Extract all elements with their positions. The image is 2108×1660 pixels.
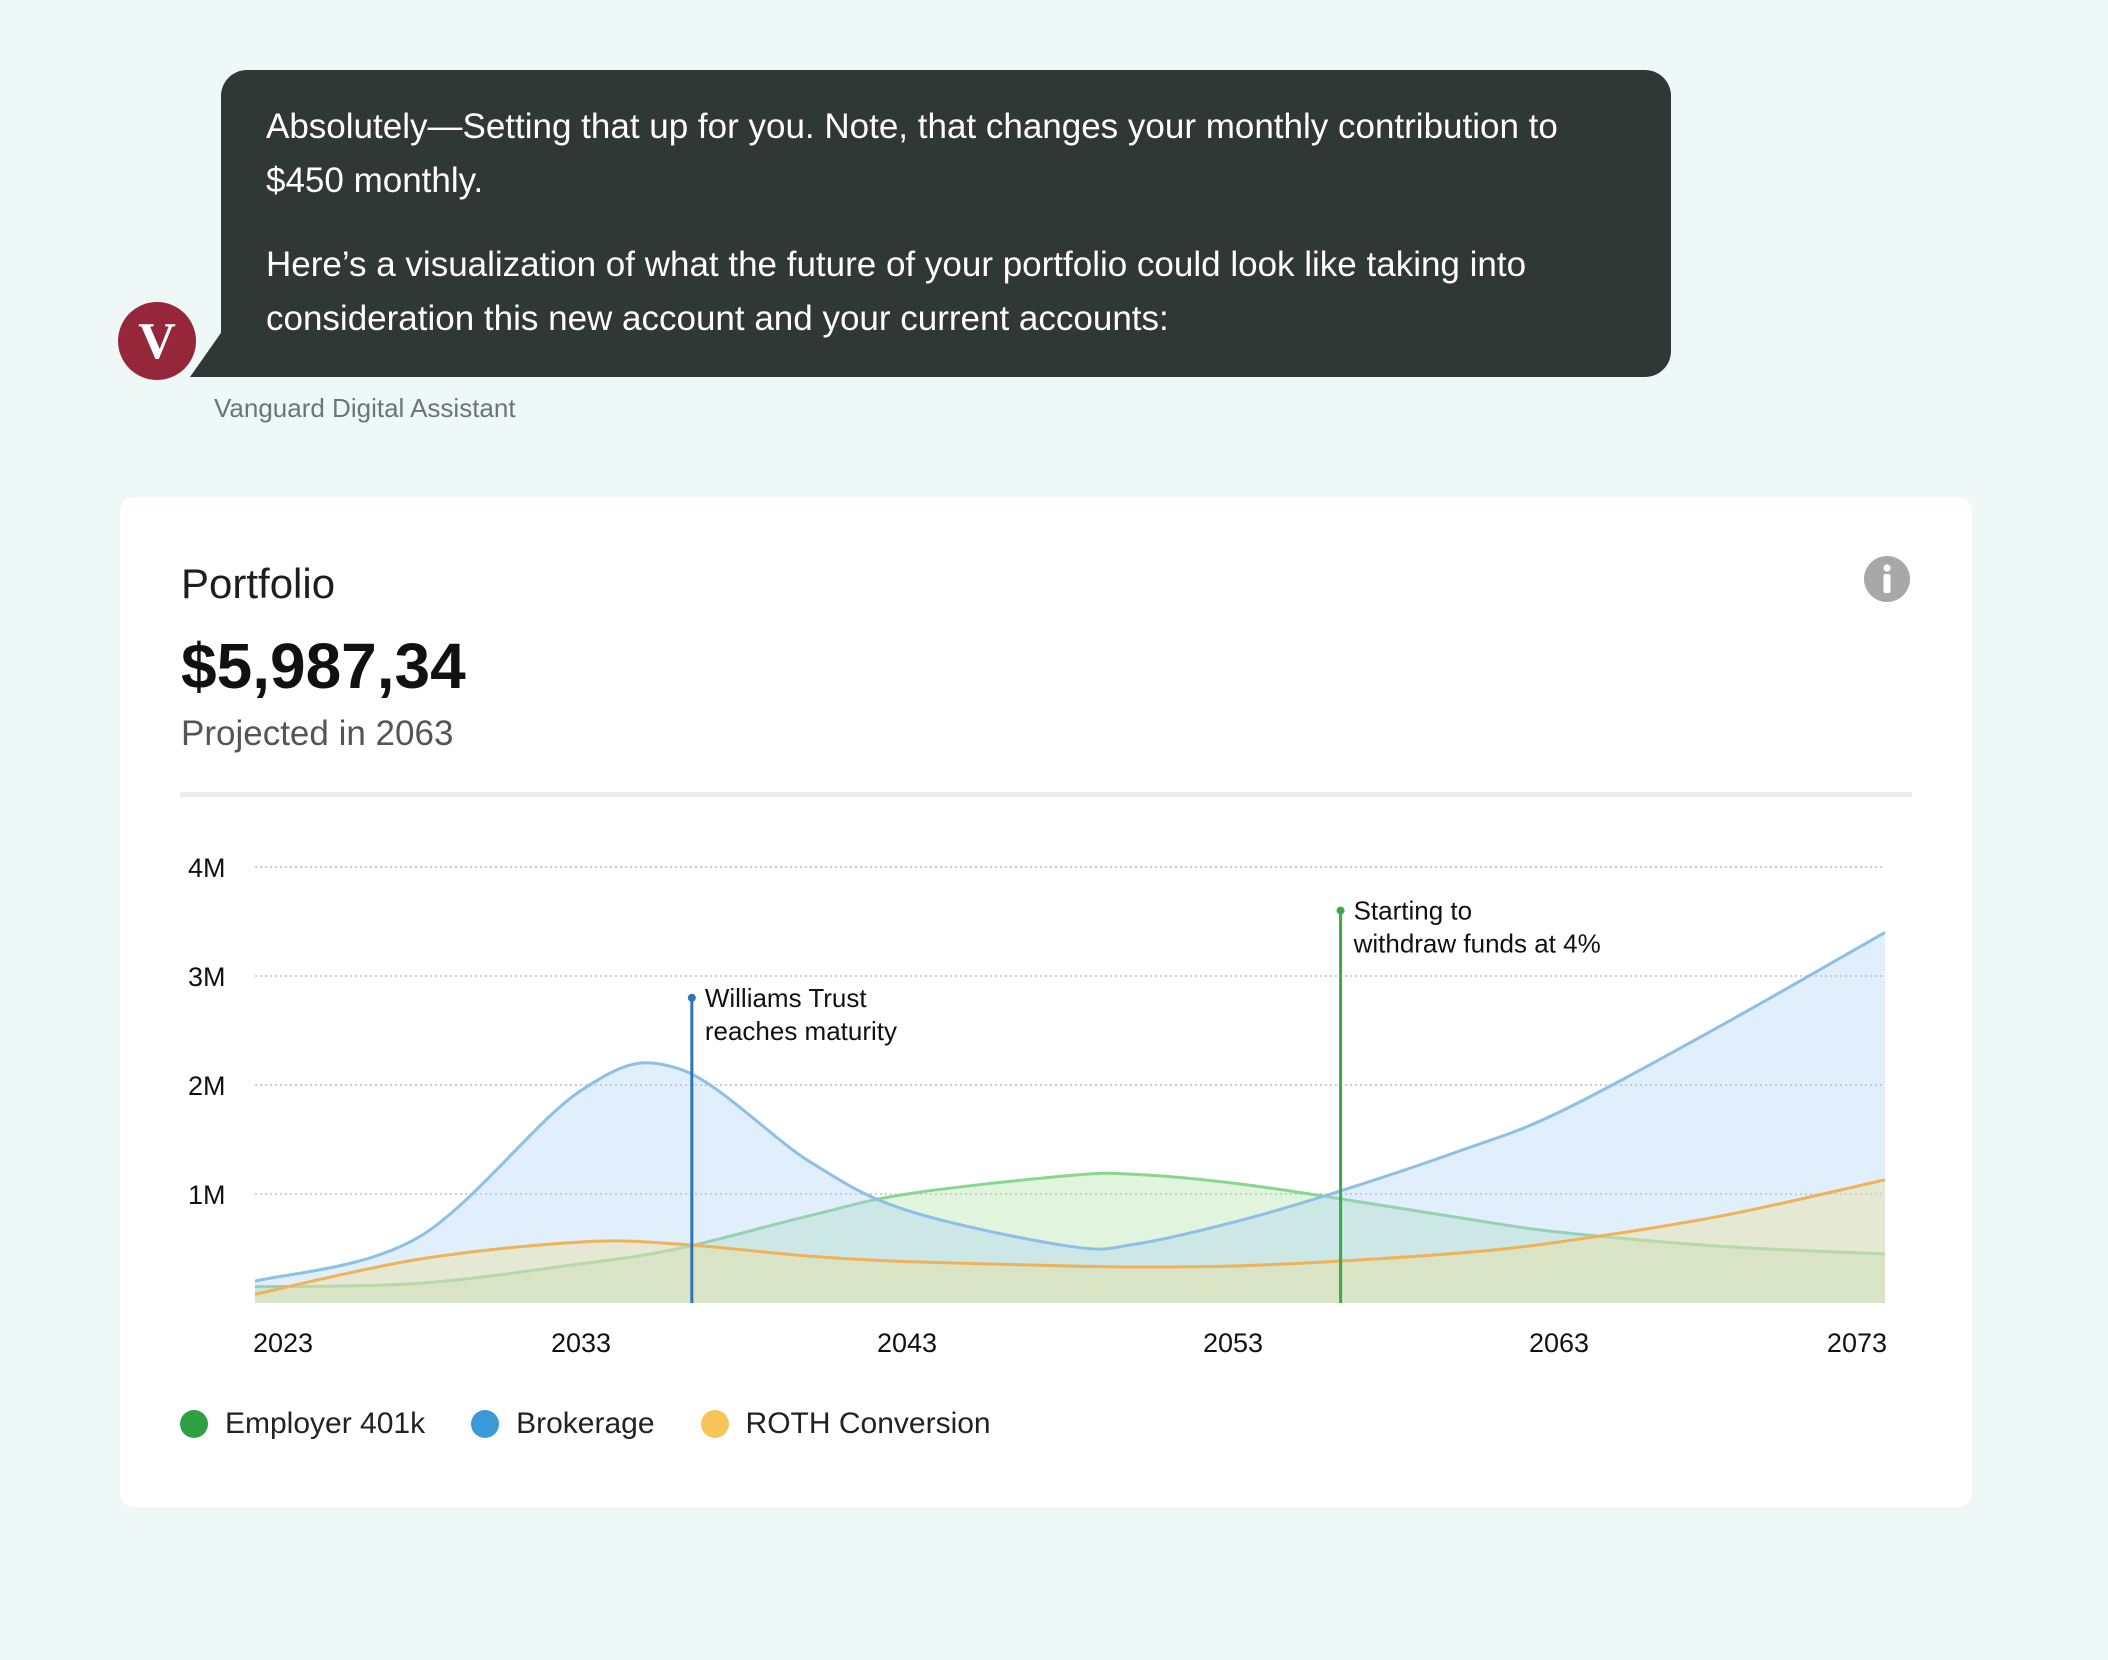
annotation-label: Starting to [1354, 896, 1473, 926]
projection-subtitle: Projected in 2063 [181, 714, 454, 753]
sender-name: Vanguard Digital Assistant [214, 393, 516, 423]
legend-dot [180, 1410, 208, 1438]
y-tick-label: 2M [188, 1071, 226, 1101]
x-tick-label: 2043 [877, 1328, 937, 1358]
legend-label: Brokerage [516, 1407, 655, 1440]
x-tick-label: 2023 [253, 1328, 313, 1358]
brokerage-line [254, 931, 1886, 1283]
vanguard-avatar: V [118, 302, 196, 380]
legend-item: Brokerage [471, 1407, 655, 1441]
x-tick-label: 2033 [551, 1328, 611, 1358]
portfolio-card: Portfolio $5,987,34 Projected in 2063 1M… [120, 497, 1972, 1507]
message-paragraph-1: Absolutely—Setting that up for you. Note… [266, 107, 1558, 200]
brokerage-area [255, 932, 1885, 1303]
employer-401k-area [255, 1173, 1885, 1303]
card-divider [180, 792, 1912, 797]
y-tick-label: 1M [188, 1180, 226, 1210]
legend-item: Employer 401k [180, 1407, 425, 1441]
annotation-label: Williams Trust [705, 983, 868, 1013]
annotation-label: withdraw funds at 4% [1353, 929, 1601, 959]
legend-label: Employer 401k [225, 1407, 426, 1440]
annotation-dot [1336, 906, 1345, 915]
x-tick-label: 2073 [1827, 1328, 1887, 1358]
message-paragraph-2: Here’s a visualization of what the futur… [266, 245, 1527, 338]
portfolio-amount: $5,987,34 [181, 630, 466, 702]
chart-legend: Employer 401k Brokerage ROTH Conversion [180, 1407, 1037, 1441]
assistant-message-bubble: Absolutely—Setting that up for you. Note… [221, 70, 1671, 377]
legend-dot [471, 1410, 500, 1438]
portfolio-chart: 1M 2M 3M 4M 2023 2033 2043 2053 2063 2073 Williams… [188, 853, 1887, 1358]
card-title: Portfolio [181, 560, 336, 607]
annotation-label: reaches maturity [705, 1016, 897, 1046]
legend-dot [700, 1410, 729, 1438]
roth-conversion-line [254, 1178, 1886, 1296]
y-tick-label: 3M [188, 962, 226, 992]
info-icon[interactable] [1864, 556, 1910, 602]
legend-label: ROTH Conversion [745, 1407, 991, 1440]
employer-401k-line [254, 1171, 1886, 1289]
legend-item: ROTH Conversion [700, 1407, 991, 1441]
y-tick-label: 4M [188, 853, 226, 883]
roth-conversion-area [255, 1179, 1885, 1303]
x-tick-label: 2063 [1529, 1328, 1589, 1358]
annotation-dot [687, 993, 696, 1002]
x-tick-label: 2053 [1203, 1328, 1263, 1358]
